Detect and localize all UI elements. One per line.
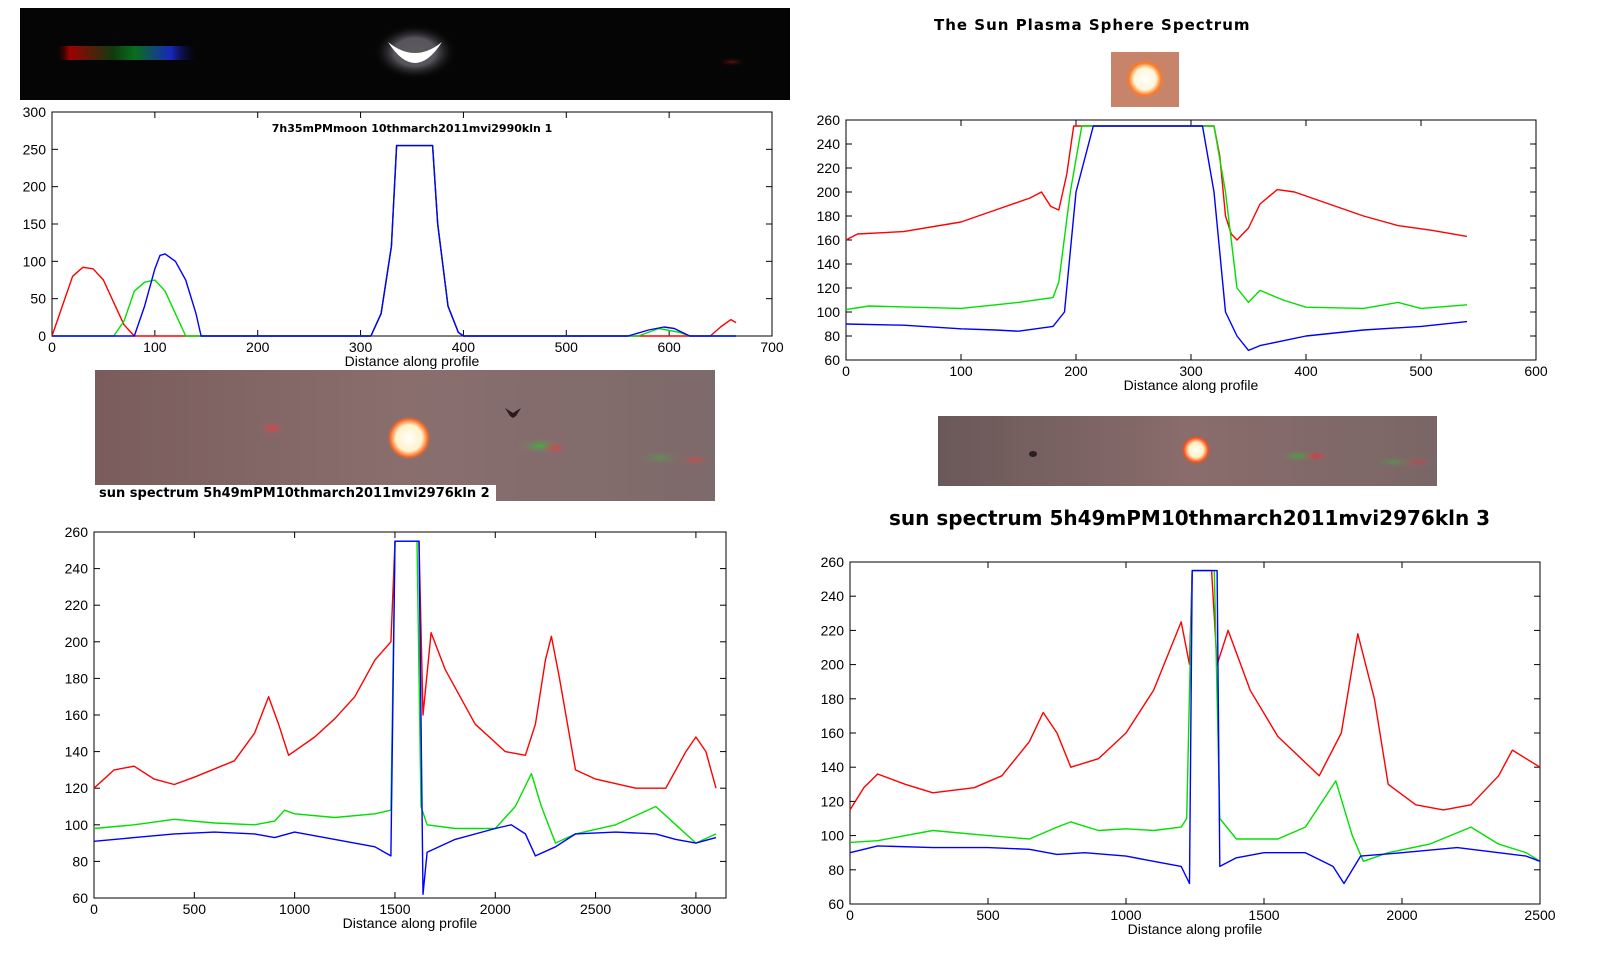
blue-channel-line xyxy=(52,144,736,337)
y-tick-label: 180 xyxy=(65,670,89,686)
x-tick-label: 0 xyxy=(48,339,56,355)
x-tick-label: 500 xyxy=(976,907,1000,923)
x-tick-label: 400 xyxy=(452,339,476,355)
y-tick-label: 140 xyxy=(65,744,89,760)
y-tick-label: 100 xyxy=(23,253,47,269)
x-tick-label: 400 xyxy=(1294,363,1318,379)
red-channel-line xyxy=(93,540,717,789)
x-tick-label: 700 xyxy=(760,339,784,355)
y-tick-label: 100 xyxy=(817,304,841,320)
y-tick-label: 180 xyxy=(817,208,841,224)
moon-profile-chart: 0 100 200 300 400 500 600 700 0 50 100 150 200 250 300… xyxy=(23,104,784,369)
x-tick-label: 0 xyxy=(90,901,98,917)
x-tick-label: 500 xyxy=(183,901,207,917)
y-tick-label: 160 xyxy=(817,232,841,248)
y-tick-label: 220 xyxy=(821,622,845,638)
x-tick-label: 3000 xyxy=(680,901,711,917)
x-tick-label: 300 xyxy=(1179,363,1203,379)
y-tick-label: 200 xyxy=(817,184,841,200)
moon-crescent-photo-icon xyxy=(55,24,748,80)
sun-profile-chart-2: 0 500 1000 1500 2000 2500 3000 60 80 100 120 140 160… xyxy=(65,524,727,931)
plot-frame xyxy=(51,111,773,337)
x-tick-label: 1500 xyxy=(1248,907,1279,923)
x-tick-label: 100 xyxy=(143,339,167,355)
caption-3: sun spectrum 5h49mPM10thmarch2011mvi2976… xyxy=(889,506,1491,530)
x-tick-label: 2000 xyxy=(1386,907,1417,923)
y-tick-label: 0 xyxy=(38,328,46,344)
y-tick-label: 220 xyxy=(65,597,89,613)
y-tick-label: 140 xyxy=(817,256,841,272)
y-tick-label: 80 xyxy=(824,328,840,344)
green-channel-line xyxy=(93,540,717,844)
x-tick-label: 200 xyxy=(1064,363,1088,379)
y-tick-label: 240 xyxy=(817,136,841,152)
y-tick-label: 80 xyxy=(828,862,844,878)
green-channel-line xyxy=(845,125,1468,311)
y-tick-label: 240 xyxy=(821,588,845,604)
x-tick-label: 0 xyxy=(842,363,850,379)
x-tick-label: 500 xyxy=(555,339,579,355)
y-tick-label: 260 xyxy=(65,524,89,540)
x-axis-label: Distance along profile xyxy=(1124,377,1259,393)
sun-spectrum-photo-3 xyxy=(938,416,1437,486)
blue-channel-line xyxy=(845,125,1468,352)
y-tick-label: 160 xyxy=(65,707,89,723)
x-tick-label: 500 xyxy=(1409,363,1433,379)
x-tick-label: 2500 xyxy=(580,901,611,917)
x-tick-label: 1000 xyxy=(1110,907,1141,923)
sun-strip-photo-icon xyxy=(1029,435,1434,468)
y-tick-label: 120 xyxy=(821,793,845,809)
sun-thumbnail-photo xyxy=(1111,52,1179,107)
y-tick-label: 160 xyxy=(821,725,845,741)
x-tick-label: 2500 xyxy=(1524,907,1555,923)
sun-profile-chart-3: 0 500 1000 1500 2000 2500 60 80 100 120 140 160 180 2… xyxy=(821,554,1556,937)
moon-spectrum-photo xyxy=(20,8,790,100)
y-tick-label: 140 xyxy=(821,759,845,775)
sun-spectrum-photo-2: sun spectrum 5h49mPM10thmarch2011mvi2976… xyxy=(95,370,715,501)
x-tick-label: 600 xyxy=(657,339,681,355)
y-tick-label: 200 xyxy=(821,657,845,673)
y-tick-label: 60 xyxy=(72,890,88,906)
x-tick-label: 300 xyxy=(349,339,373,355)
sun-profile-chart-1: 0 100 200 300 400 500 600 60 80 100 120 140 160 180 20… xyxy=(817,112,1548,393)
y-tick-label: 250 xyxy=(23,141,47,157)
main-title: The Sun Plasma Sphere Spectrum xyxy=(934,16,1251,34)
y-tick-label: 50 xyxy=(30,291,46,307)
x-tick-label: 600 xyxy=(1524,363,1548,379)
y-tick-label: 200 xyxy=(65,634,89,650)
blue-channel-line xyxy=(849,569,1541,885)
y-tick-label: 180 xyxy=(821,691,845,707)
sun-disc-photo-icon xyxy=(1125,59,1165,99)
x-axis-label: Distance along profile xyxy=(345,353,480,369)
y-tick-label: 260 xyxy=(817,112,841,128)
y-tick-label: 200 xyxy=(23,179,47,195)
y-tick-label: 120 xyxy=(65,780,89,796)
y-tick-label: 220 xyxy=(817,160,841,176)
chart-title: 7h35mPMmoon 10thmarch2011mvi2990kln 1 xyxy=(272,122,553,135)
y-tick-label: 300 xyxy=(23,104,47,120)
y-tick-label: 120 xyxy=(817,280,841,296)
x-axis-label: Distance along profile xyxy=(1128,921,1263,937)
plot-frame xyxy=(93,531,727,899)
y-tick-label: 80 xyxy=(72,853,88,869)
x-tick-label: 2000 xyxy=(480,901,511,917)
x-axis-label: Distance along profile xyxy=(343,915,478,931)
sun-strip-photo-icon xyxy=(258,408,713,466)
y-tick-label: 150 xyxy=(23,216,47,232)
x-tick-label: 0 xyxy=(846,907,854,923)
y-tick-label: 60 xyxy=(828,896,844,912)
y-tick-label: 240 xyxy=(65,561,89,577)
y-tick-label: 100 xyxy=(65,817,89,833)
x-tick-label: 200 xyxy=(246,339,270,355)
plot-frame xyxy=(849,561,1541,905)
photo-caption-2: sun spectrum 5h49mPM10thmarch2011mvi2976… xyxy=(95,485,496,501)
x-tick-label: 100 xyxy=(949,363,973,379)
y-tick-label: 100 xyxy=(821,828,845,844)
x-tick-label: 1000 xyxy=(279,901,310,917)
plot-frame xyxy=(845,119,1537,361)
y-tick-label: 260 xyxy=(821,554,845,570)
blue-channel-line xyxy=(93,540,717,895)
x-tick-label: 1500 xyxy=(379,901,410,917)
y-tick-label: 60 xyxy=(824,352,840,368)
